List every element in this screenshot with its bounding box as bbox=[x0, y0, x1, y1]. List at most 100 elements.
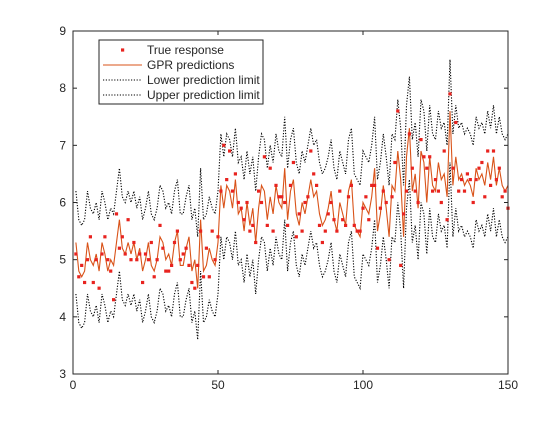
true-response-point bbox=[146, 258, 150, 262]
true-response-point bbox=[428, 155, 432, 159]
true-response-point bbox=[155, 258, 159, 262]
true-response-point bbox=[436, 189, 440, 193]
true-response-point bbox=[222, 143, 226, 147]
true-response-point bbox=[346, 195, 351, 199]
plot-area bbox=[74, 59, 510, 340]
true-response-point bbox=[164, 269, 168, 273]
true-response-point bbox=[259, 200, 264, 205]
true-response-point bbox=[326, 212, 330, 216]
true-response-point bbox=[364, 195, 368, 199]
true-response-point bbox=[312, 172, 316, 176]
true-response-point bbox=[439, 200, 443, 205]
true-response-point bbox=[294, 235, 298, 239]
true-response-point bbox=[286, 223, 290, 227]
true-response-point bbox=[230, 189, 235, 193]
true-response-point bbox=[387, 258, 391, 262]
true-response-point bbox=[196, 263, 200, 267]
true-response-point bbox=[306, 195, 310, 199]
true-response-point bbox=[225, 178, 229, 182]
true-response-point bbox=[141, 280, 145, 285]
true-response-point bbox=[210, 229, 214, 233]
true-response-point bbox=[457, 189, 461, 193]
true-response-point bbox=[503, 189, 507, 193]
true-response-point bbox=[465, 172, 469, 176]
true-response-point bbox=[123, 252, 127, 256]
true-response-point bbox=[135, 258, 139, 262]
true-response-point bbox=[239, 206, 243, 210]
true-response-point bbox=[338, 189, 342, 193]
y-tick-label: 9 bbox=[59, 24, 66, 38]
true-response-point bbox=[431, 189, 435, 193]
true-response-point bbox=[199, 229, 203, 233]
true-response-point bbox=[332, 218, 336, 222]
true-response-point bbox=[361, 206, 365, 210]
true-response-point bbox=[399, 263, 403, 267]
x-tick-label: 50 bbox=[211, 378, 225, 392]
true-response-point bbox=[341, 218, 345, 222]
true-response-point bbox=[184, 246, 188, 250]
true-response-point bbox=[402, 212, 406, 216]
true-response-point bbox=[251, 223, 255, 227]
true-response-point bbox=[448, 92, 452, 96]
true-response-point bbox=[407, 132, 411, 136]
x-tick-label: 0 bbox=[70, 378, 77, 392]
true-response-point bbox=[187, 263, 191, 267]
true-response-point bbox=[410, 166, 414, 170]
true-response-point bbox=[257, 189, 261, 193]
true-response-point bbox=[471, 200, 475, 205]
true-response-point bbox=[384, 200, 388, 205]
true-response-point bbox=[219, 189, 223, 193]
legend-label: True response bbox=[147, 43, 224, 57]
true-response-point bbox=[468, 178, 472, 182]
true-response-point bbox=[349, 183, 353, 187]
true-response-point bbox=[303, 200, 307, 205]
true-response-point bbox=[497, 166, 501, 170]
true-response-point bbox=[149, 240, 153, 245]
y-tick-label: 6 bbox=[59, 196, 66, 210]
y-tick-label: 7 bbox=[59, 138, 66, 152]
true-response-point bbox=[117, 246, 121, 250]
true-response-point bbox=[396, 109, 400, 113]
true-response-point bbox=[352, 223, 356, 227]
true-response-point bbox=[265, 223, 269, 227]
legend-label: GPR predictions bbox=[147, 58, 234, 72]
legend-label: Upper prediction limit bbox=[147, 88, 260, 102]
true-response-point bbox=[103, 235, 107, 239]
true-response-point bbox=[120, 235, 124, 239]
true-response-point bbox=[291, 160, 295, 165]
true-response-point bbox=[207, 275, 211, 279]
true-response-point bbox=[268, 166, 272, 170]
true-response-point bbox=[486, 149, 490, 153]
true-response-point bbox=[451, 166, 455, 170]
true-response-point bbox=[97, 286, 101, 290]
true-response-point bbox=[274, 183, 278, 187]
true-response-point bbox=[114, 212, 119, 216]
true-response-point bbox=[262, 155, 266, 159]
true-response-point bbox=[112, 298, 116, 302]
true-response-point bbox=[271, 229, 275, 233]
true-response-point bbox=[329, 200, 333, 205]
true-response-point bbox=[129, 258, 133, 262]
true-response-point bbox=[126, 218, 130, 222]
true-response-point bbox=[254, 240, 258, 245]
true-response-point bbox=[309, 149, 313, 153]
true-response-point bbox=[462, 189, 467, 193]
legend-box bbox=[98, 39, 264, 105]
true-response-point bbox=[317, 223, 322, 227]
true-response-point bbox=[178, 258, 182, 262]
true-response-point bbox=[355, 229, 359, 233]
true-response-point bbox=[367, 218, 371, 222]
true-response-point bbox=[85, 258, 90, 262]
true-response-point bbox=[91, 280, 95, 285]
true-response-point bbox=[175, 229, 179, 233]
true-response-point bbox=[88, 235, 92, 239]
true-response-point bbox=[201, 275, 206, 279]
true-response-point bbox=[454, 120, 458, 125]
true-response-point bbox=[100, 252, 104, 256]
true-response-point bbox=[283, 200, 287, 205]
true-response-point bbox=[358, 229, 362, 233]
y-tick-label: 3 bbox=[59, 367, 66, 381]
true-response-point bbox=[413, 189, 417, 193]
